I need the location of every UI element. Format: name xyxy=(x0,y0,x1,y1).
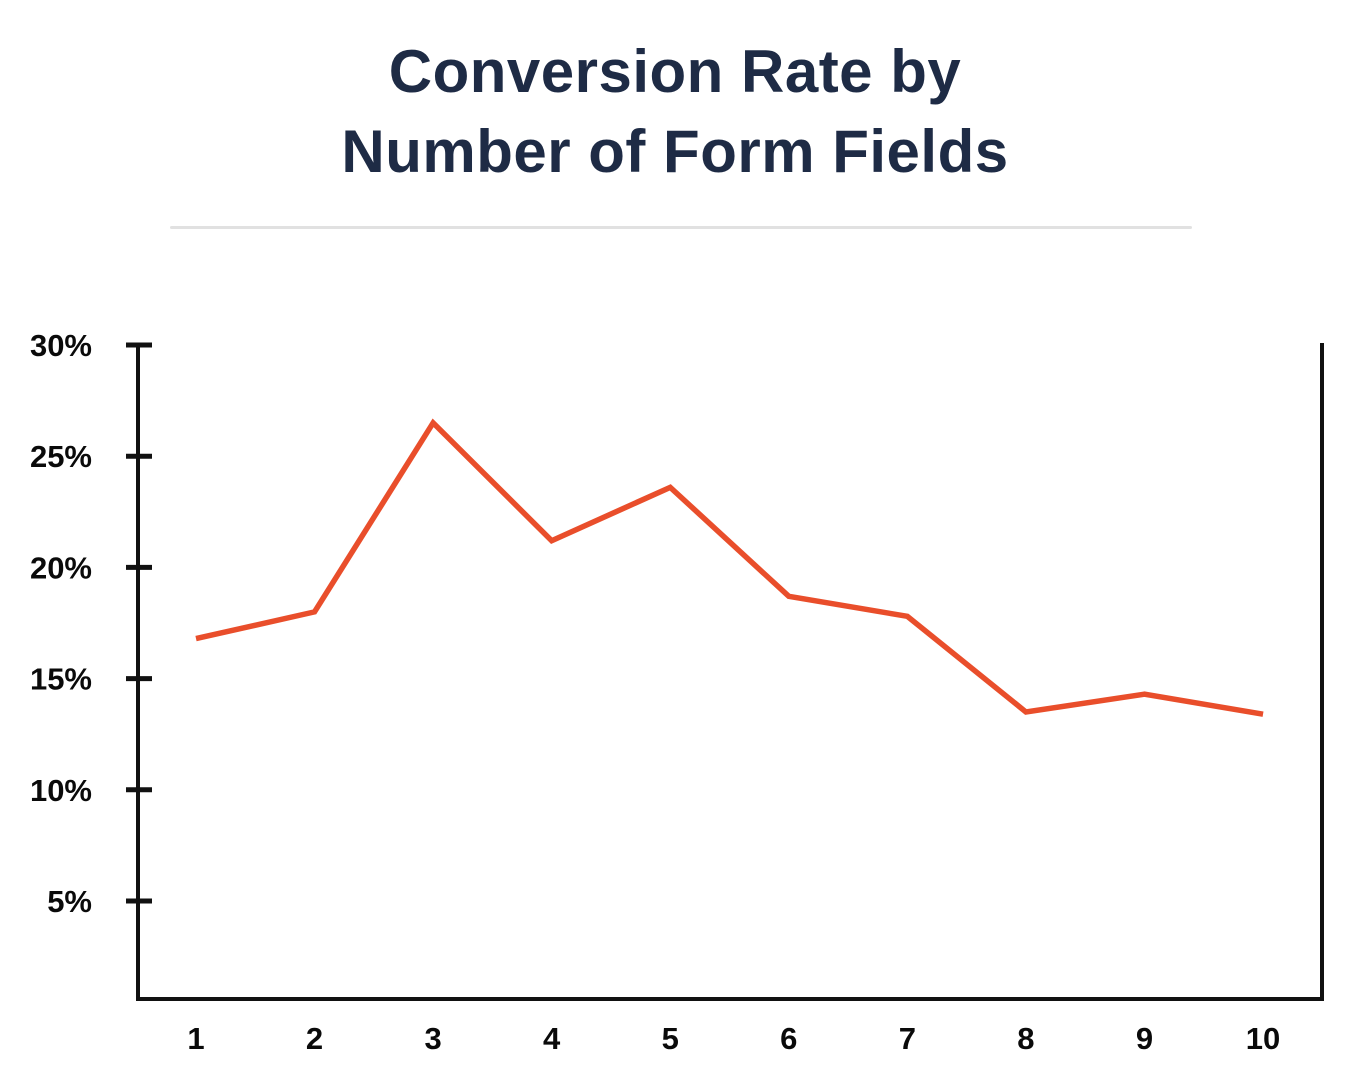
x-axis-tick-label: 3 xyxy=(424,1021,441,1056)
x-axis-tick-label: 6 xyxy=(780,1021,797,1056)
x-axis-tick-label: 1 xyxy=(187,1021,204,1056)
page-title-line-2: Number of Form Fields xyxy=(341,118,1009,185)
x-axis-tick-label: 2 xyxy=(306,1021,323,1056)
conversion-rate-series-line xyxy=(195,418,1264,717)
x-axis-tick-label: 9 xyxy=(1136,1021,1153,1056)
chart-title-block: Conversion Rate by Number of Form Fields xyxy=(0,32,1350,192)
y-axis-tick-label: 10% xyxy=(30,773,92,808)
title-divider xyxy=(170,226,1192,229)
y-axis-tick-label: 30% xyxy=(30,328,92,363)
y-axis-tick-label: 25% xyxy=(30,439,92,474)
x-axis-tick-label: 8 xyxy=(1017,1021,1034,1056)
x-axis-tick-label: 5 xyxy=(662,1021,679,1056)
x-axis-tick-label: 4 xyxy=(543,1021,561,1056)
y-axis-tick-label: 5% xyxy=(47,884,92,919)
y-axis-tick-label: 20% xyxy=(30,550,92,585)
page-title-line-1: Conversion Rate by xyxy=(388,38,962,105)
x-axis-tick-label: 10 xyxy=(1246,1021,1280,1056)
page-title: Conversion Rate by Number of Form Fields xyxy=(0,32,1350,192)
x-axis-tick-label: 7 xyxy=(899,1021,916,1056)
y-axis-tick-label: 15% xyxy=(30,662,92,697)
